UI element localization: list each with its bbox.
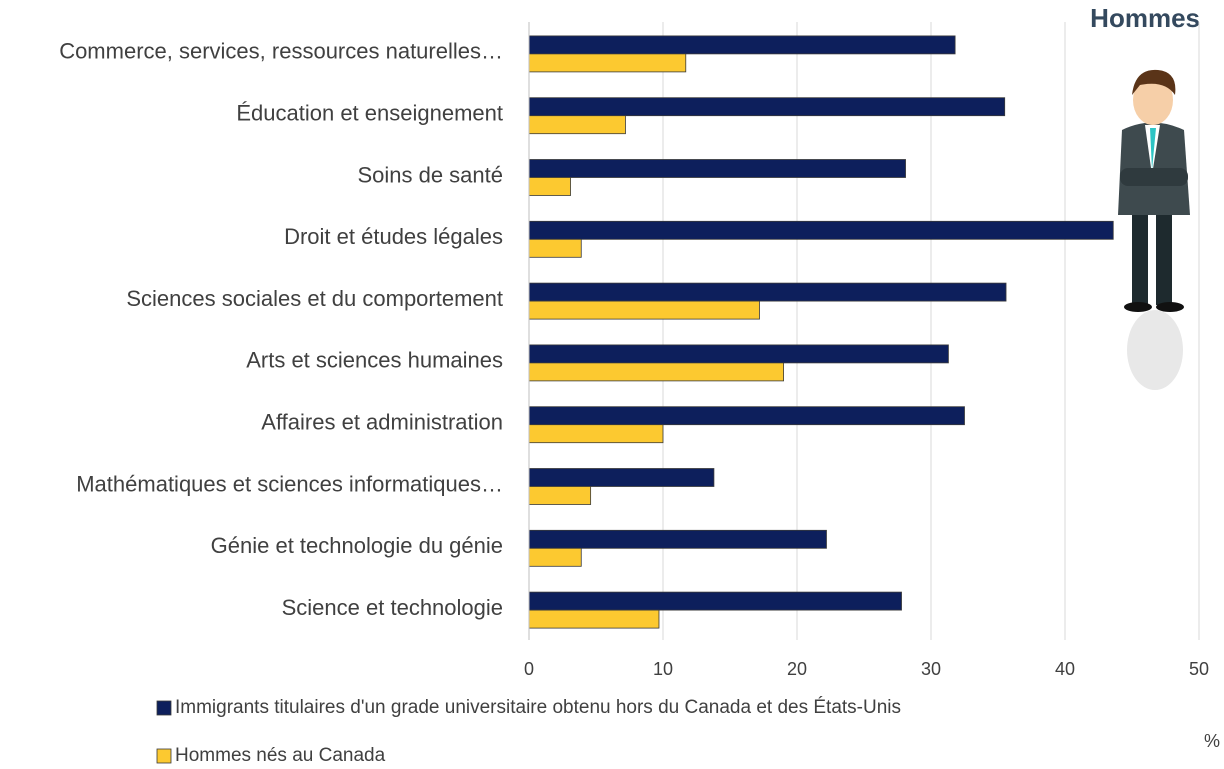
y-tick-label: Science et technologie [282, 595, 503, 620]
bar [529, 407, 965, 425]
bar [529, 487, 591, 505]
x-tick-label: 20 [787, 659, 807, 679]
y-tick-label: Sciences sociales et du comportement [126, 286, 503, 311]
x-tick-label: 10 [653, 659, 673, 679]
bar [529, 548, 581, 566]
bar [529, 425, 663, 443]
y-tick-label: Génie et technologie du génie [211, 533, 503, 558]
man-illustration [1118, 70, 1190, 390]
bar [529, 610, 659, 628]
bar [529, 363, 784, 381]
y-tick-label: Droit et études légales [284, 224, 503, 249]
bar [529, 592, 902, 610]
bar [529, 221, 1113, 239]
legend-swatch [157, 749, 171, 763]
x-tick-label: 0 [524, 659, 534, 679]
bar [529, 160, 906, 178]
bar [529, 54, 686, 72]
bar [529, 178, 571, 196]
bar [529, 469, 714, 487]
bar [529, 301, 759, 319]
x-tick-label: 40 [1055, 659, 1075, 679]
bar [529, 36, 955, 54]
chart: Hommes % 0 10 20 30 40 50 Commerce, services, … [0, 0, 1224, 769]
y-tick-label: Commerce, services, ressources naturelle… [59, 39, 503, 64]
legend-label: Hommes nés au Canada [175, 745, 386, 766]
y-tick-label: Éducation et enseignement [236, 101, 503, 126]
bar [529, 283, 1006, 301]
y-tick-label: Arts et sciences humaines [246, 348, 503, 373]
bar [529, 116, 625, 134]
x-tick-label: 30 [921, 659, 941, 679]
legend-label: Immigrants titulaires d'un grade univers… [175, 697, 901, 718]
legend-swatch [157, 701, 171, 715]
bar [529, 530, 826, 548]
chart-title: Hommes [1090, 3, 1200, 33]
y-tick-label: Affaires et administration [261, 410, 503, 435]
bar [529, 98, 1005, 116]
y-tick-label: Mathématiques et sciences informatiques… [76, 471, 503, 496]
x-tick-label: 50 [1189, 659, 1209, 679]
bar [529, 239, 581, 257]
x-axis-label: % [1204, 731, 1220, 751]
y-tick-label: Soins de santé [357, 162, 503, 187]
bar [529, 345, 948, 363]
